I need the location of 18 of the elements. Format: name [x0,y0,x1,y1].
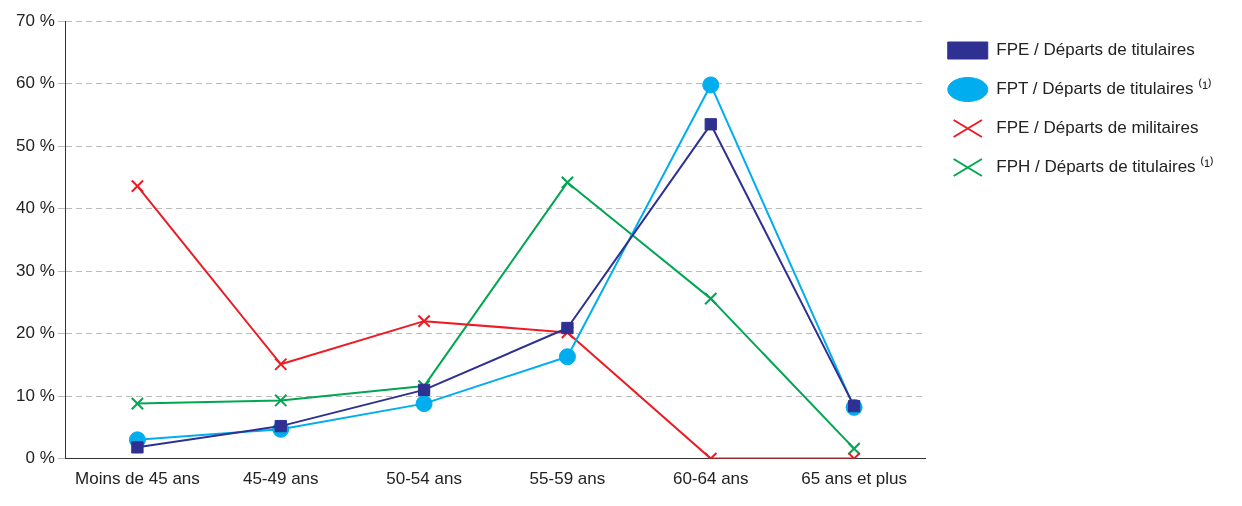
y-tick-label: 20 % [16,323,55,343]
x-tick-label: 50-54 ans [386,469,462,489]
y-tick-label: 30 % [16,260,55,280]
legend-label: FPH / Départs de titulaires ⁽¹⁾ [996,156,1215,177]
x-tick-label: 60-64 ans [672,469,749,489]
y-tick-label: 10 % [16,385,55,405]
y-tick-label: 60 % [16,73,55,93]
x-tick-label: 45-49 ans [242,469,319,489]
x-tick-label: Moins de 45 ans [75,469,200,489]
y-tick-label: 70 % [16,10,55,30]
legend-label: FPE / Départs de titulaires [996,40,1195,60]
legend-label: FPT / Départs de titulaires ⁽¹⁾ [996,78,1212,99]
y-tick-label: 0 % [25,448,55,468]
y-tick-label: 40 % [16,198,55,218]
y-tick-label: 50 % [16,135,55,155]
legend-label: FPE / Départs de militaires [996,118,1199,138]
x-tick-label: 65 ans et plus [801,469,908,489]
x-tick-label: 55-59 ans [529,469,606,489]
